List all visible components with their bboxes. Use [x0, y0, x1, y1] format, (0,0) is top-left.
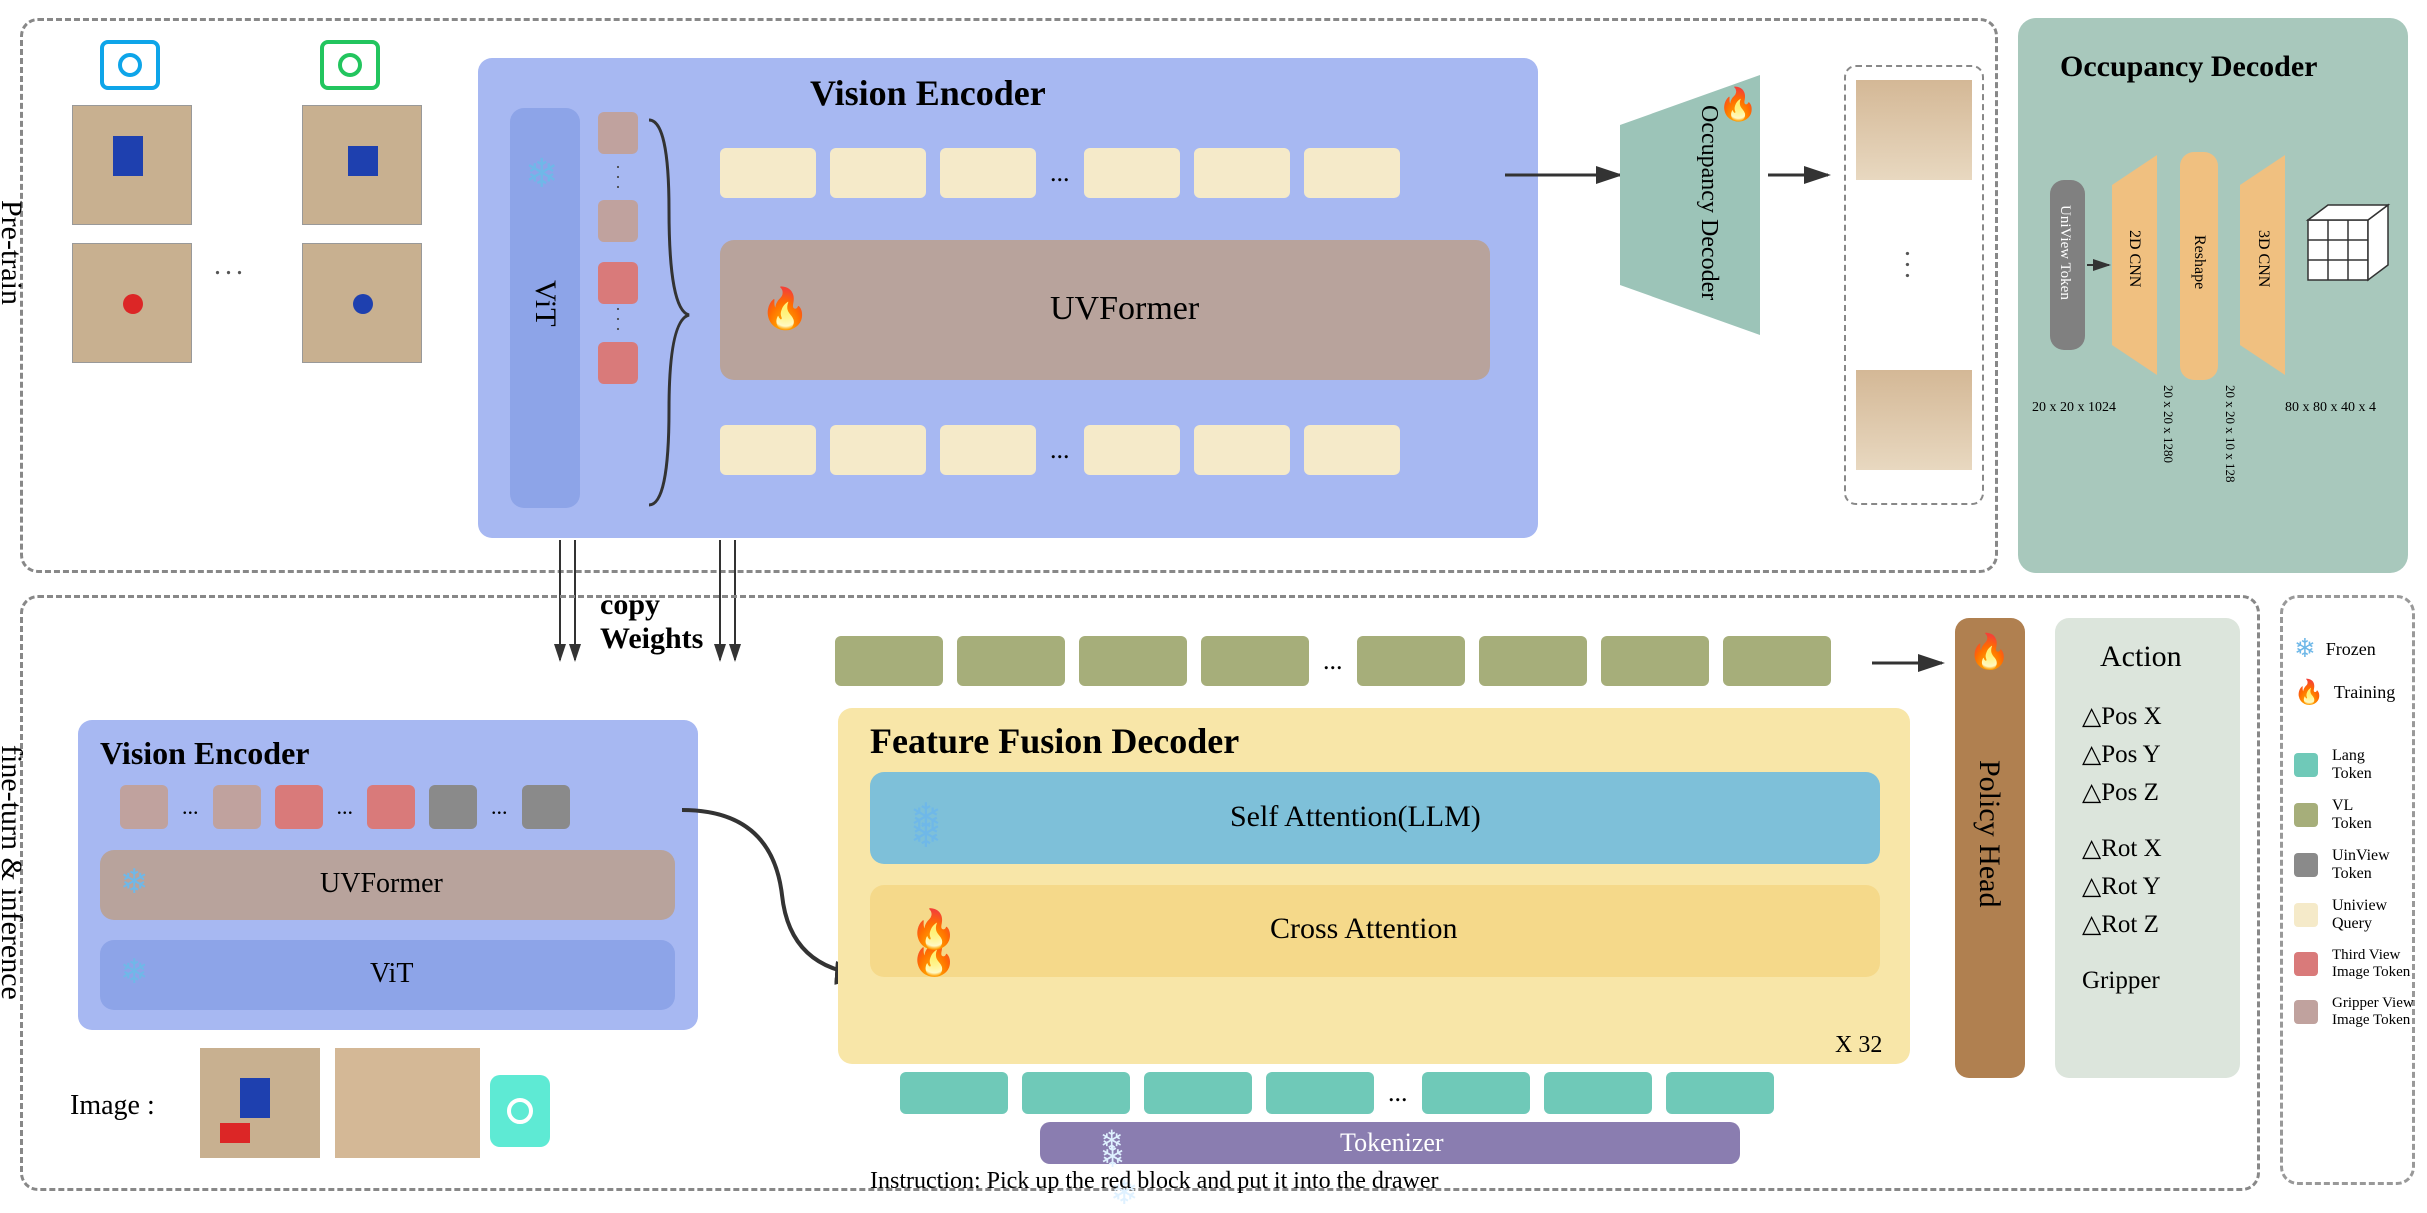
tokenizer-label-real: Tokenizer [1340, 1128, 1444, 1158]
ft-token-row: ... ... ... [120, 785, 570, 829]
occ-output-img2 [1856, 370, 1972, 470]
uvformer-ft-label: UVFormer [320, 868, 443, 900]
uniview-query-row-top: ... [720, 148, 1400, 198]
fire-cross2: 🔥 [910, 908, 957, 952]
dim4-label: 80 x 80 x 40 x 4 [2285, 400, 2376, 416]
legend-vl: VL Token [2294, 797, 2409, 833]
action-items-list: △Pos X △Pos Y △Pos Z △Rot X △Rot Y △Rot … [2082, 698, 2162, 1000]
vision-encoder-ft-title: Vision Encoder [100, 735, 310, 772]
legend-third: Third View Image Token [2294, 947, 2409, 981]
vit-tokens-col: ··· ··· [598, 112, 638, 384]
occ-output-img1 [1856, 80, 1972, 180]
arrow-to-occdec [1505, 160, 1635, 190]
brace-icon [644, 110, 694, 510]
reshape-label: Reshape [2190, 235, 2208, 289]
arrow-vl-to-ph [1872, 648, 1957, 678]
action-title: Action [2100, 640, 2182, 674]
legend-frozen: ❄ Frozen [2294, 634, 2409, 664]
cube-icon [2298, 190, 2398, 320]
legend-uinview: UinView Token [2294, 847, 2409, 883]
fire-icon: 🔥 [760, 285, 810, 332]
uniview-query-row-bottom: ... [720, 425, 1400, 475]
policy-head-label: Policy Head [1972, 760, 2006, 907]
x32-label: X 32 [1835, 1032, 1882, 1059]
cnn3d-label: 3D CNN [2254, 230, 2272, 287]
vision-encoder-title: Vision Encoder [810, 72, 1046, 114]
fire-icon: 🔥 [1968, 632, 2010, 672]
finetune-label: fine-turn & inference [0, 745, 28, 1000]
robot-thumbs-pretrain [72, 105, 422, 363]
snow-icon: ❄ [120, 862, 149, 902]
uniview-token-label: UniView Token [2056, 205, 2073, 300]
snow-self-attn2: ❄ [910, 795, 942, 840]
occ-decoder-label-v: Occupancy Decoder [1695, 105, 1722, 300]
image-label: Image : [70, 1090, 155, 1122]
image-thumb1 [200, 1048, 320, 1158]
self-attn-label: Self Attention(LLM) [1230, 800, 1481, 834]
vl-token-row: ... [835, 636, 1831, 686]
vit-ft-label: ViT [370, 958, 413, 990]
dim3-label: 20 x 20 x 10 x 128 [2222, 385, 2238, 483]
vit-label: ViT [528, 280, 562, 327]
legend-training: 🔥 Training [2294, 678, 2409, 707]
legend-content: ❄ Frozen 🔥 Training Lang Token VL Token … [2294, 620, 2409, 1043]
camera-blue-icon [100, 40, 160, 90]
fire-icon: 🔥 [1718, 85, 1758, 123]
ffd-title: Feature Fusion Decoder [870, 720, 1239, 762]
snow-icon: ❄ [525, 150, 559, 197]
lang-token-row: ... [900, 1072, 1774, 1114]
cross-attn-label: Cross Attention [1270, 912, 1458, 946]
cnn2d-label: 2D CNN [2125, 230, 2143, 287]
dim1-label: 20 x 20 x 1024 [2032, 400, 2116, 416]
image-thumb2 [335, 1048, 480, 1158]
arrow-after-occdec [1768, 160, 1843, 190]
uvformer-label: UVFormer [1050, 290, 1199, 328]
instruction-show: Instruction: Pick up the red block and p… [870, 1168, 1439, 1195]
snow-tokenizer2: ❄ [1100, 1124, 1123, 1158]
camera-teal-icon [490, 1075, 550, 1147]
thumb-dots: ... [214, 250, 247, 282]
dim2-label: 20 x 20 x 1280 [2160, 385, 2176, 463]
camera-green-icon [320, 40, 380, 90]
snow-icon: ❄ [120, 952, 149, 992]
pretrain-label: Pre-train [0, 200, 28, 305]
occ-dots: ... [1898, 250, 1930, 283]
occ-decoder-title: Occupancy Decoder [2060, 50, 2317, 84]
legend-lang: Lang Token [2294, 747, 2409, 783]
legend-gripper: Gripper View Image Token [2294, 995, 2409, 1029]
legend-uniview-q: Uniview Query [2294, 897, 2409, 933]
